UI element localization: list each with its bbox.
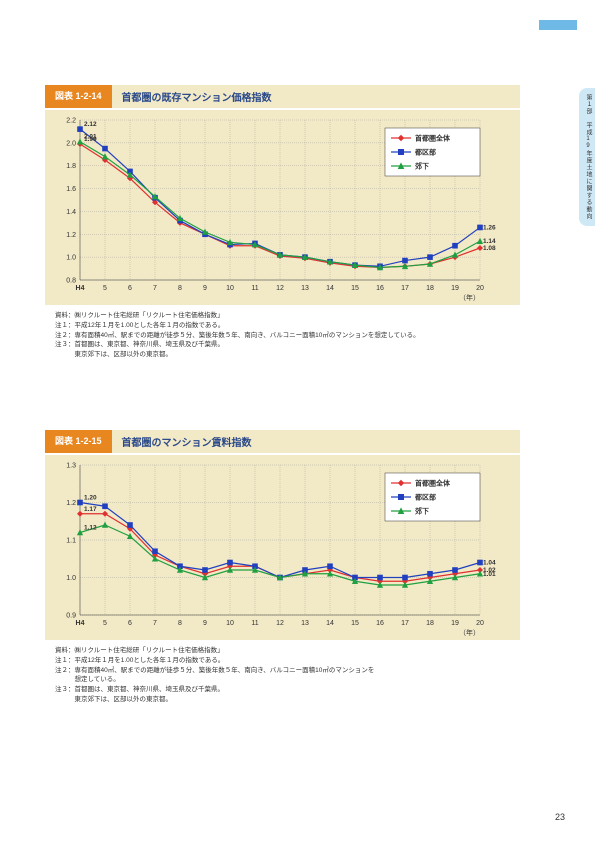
svg-text:15: 15 — [351, 285, 359, 292]
svg-text:2.01: 2.01 — [84, 134, 97, 141]
svg-text:0.9: 0.9 — [66, 613, 76, 620]
chart1-title-bar: 図表 1-2-14 首都圏の既存マンション価格指数 — [45, 85, 520, 108]
svg-text:18: 18 — [426, 620, 434, 627]
section-chart1: 図表 1-2-14 首都圏の既存マンション価格指数 0.8 1.0 1.2 1.4 1.… — [45, 85, 520, 360]
svg-text:20: 20 — [476, 285, 484, 292]
svg-text:1.12: 1.12 — [84, 525, 97, 532]
chart1-tag: 図表 1-2-14 — [45, 85, 112, 108]
svg-text:（年）: （年） — [459, 628, 480, 637]
svg-text:12: 12 — [276, 620, 284, 627]
svg-text:13: 13 — [301, 285, 309, 292]
svg-text:10: 10 — [226, 285, 234, 292]
svg-text:6: 6 — [128, 620, 132, 627]
svg-text:7: 7 — [153, 620, 157, 627]
svg-text:16: 16 — [376, 285, 384, 292]
section-chart2: 図表 1-2-15 首都圏のマンション賃料指数 0.9 1.0 1.1 1.2 1.3 H… — [45, 430, 520, 705]
side-tab: 第１部 平成19年度土地に関する動向 — [579, 88, 595, 226]
svg-text:都区部: 都区部 — [414, 148, 436, 157]
svg-text:2.0: 2.0 — [66, 140, 76, 147]
svg-text:5: 5 — [103, 620, 107, 627]
page-accent-rect — [539, 20, 577, 30]
chart2-notes: 資料：㈱リクルート住宅総研「リクルート住宅価格指数」注１：平成12年１月を1.0… — [55, 646, 520, 705]
svg-text:1.26: 1.26 — [483, 224, 496, 231]
chart2-title: 首都圏のマンション賃料指数 — [112, 430, 520, 453]
svg-text:1.0: 1.0 — [66, 255, 76, 262]
chart1: 0.8 1.0 1.2 1.4 1.6 1.8 2.0 2.2 H4 5 6 7 8 9 10 11 12 13 1… — [45, 110, 520, 305]
svg-text:1.01: 1.01 — [483, 571, 496, 578]
svg-text:1.4: 1.4 — [66, 209, 76, 216]
svg-text:8: 8 — [178, 620, 182, 627]
svg-text:9: 9 — [203, 285, 207, 292]
svg-text:12: 12 — [276, 285, 284, 292]
svg-text:15: 15 — [351, 620, 359, 627]
svg-text:11: 11 — [251, 285, 258, 292]
page-number: 23 — [555, 812, 565, 822]
svg-text:1.08: 1.08 — [483, 245, 496, 252]
svg-text:0.8: 0.8 — [66, 278, 76, 285]
chart1-notes: 資料：㈱リクルート住宅総研「リクルート住宅価格指数」注１：平成12年１月を1.0… — [55, 311, 520, 360]
svg-text:18: 18 — [426, 285, 434, 292]
svg-text:13: 13 — [301, 620, 309, 627]
svg-text:19: 19 — [451, 285, 459, 292]
svg-text:1.0: 1.0 — [66, 575, 76, 582]
svg-text:14: 14 — [326, 620, 334, 627]
svg-text:8: 8 — [178, 285, 182, 292]
svg-text:20: 20 — [476, 620, 484, 627]
svg-text:1.14: 1.14 — [483, 238, 496, 245]
svg-text:首都圏全体: 首都圏全体 — [415, 134, 451, 143]
svg-text:1.20: 1.20 — [84, 495, 97, 502]
svg-text:1.6: 1.6 — [66, 186, 76, 193]
svg-text:6: 6 — [128, 285, 132, 292]
chart2-tag: 図表 1-2-15 — [45, 430, 112, 453]
svg-text:首都圏全体: 首都圏全体 — [415, 479, 451, 488]
chart1-title: 首都圏の既存マンション価格指数 — [112, 85, 520, 108]
svg-text:（年）: （年） — [459, 293, 480, 302]
svg-text:2.12: 2.12 — [84, 121, 97, 128]
svg-text:19: 19 — [451, 620, 459, 627]
svg-text:7: 7 — [153, 285, 157, 292]
svg-text:1.17: 1.17 — [84, 506, 97, 513]
svg-text:H4: H4 — [76, 285, 85, 292]
svg-text:1.1: 1.1 — [66, 538, 76, 545]
svg-text:9: 9 — [203, 620, 207, 627]
svg-text:郊下: 郊下 — [415, 507, 429, 516]
svg-text:17: 17 — [401, 620, 409, 627]
chart2-title-bar: 図表 1-2-15 首都圏のマンション賃料指数 — [45, 430, 520, 453]
svg-text:5: 5 — [103, 285, 107, 292]
svg-text:H4: H4 — [76, 620, 85, 627]
svg-text:1.8: 1.8 — [66, 163, 76, 170]
svg-text:1.04: 1.04 — [483, 560, 496, 567]
chart2: 0.9 1.0 1.1 1.2 1.3 H4 5 6 7 8 9 10 11 12 13 14 15 16 17 18… — [45, 455, 520, 640]
svg-text:16: 16 — [376, 620, 384, 627]
svg-text:11: 11 — [251, 620, 258, 627]
svg-text:1.3: 1.3 — [66, 463, 76, 470]
svg-text:1.2: 1.2 — [66, 500, 76, 507]
svg-text:2.2: 2.2 — [66, 118, 76, 125]
svg-text:17: 17 — [401, 285, 409, 292]
svg-text:10: 10 — [226, 620, 234, 627]
svg-text:都区部: 都区部 — [414, 493, 436, 502]
svg-text:郊下: 郊下 — [415, 162, 429, 171]
svg-text:14: 14 — [326, 285, 334, 292]
svg-text:1.2: 1.2 — [66, 232, 76, 239]
